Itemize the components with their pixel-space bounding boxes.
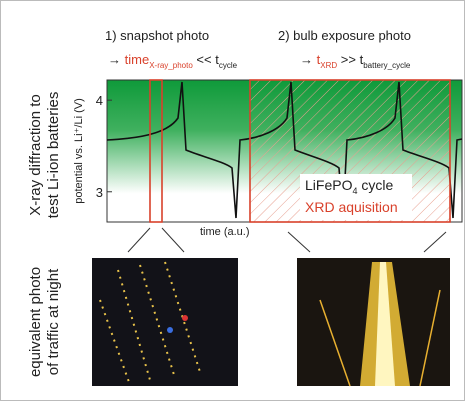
label: test Li-ion batteries [45,92,62,219]
step: 1) snapshot photo [105,28,209,43]
left-labels: X-ray diffraction to test Li-ion batteri… [27,92,62,377]
sub: cycle [219,61,238,70]
photo-exposure [297,258,450,387]
sub: X-ray_photo [149,61,193,70]
snapshot-box [149,79,163,223]
y-axis-label: potential vs. Li⁺/Li (V) [73,98,85,203]
x-axis-label: time (a.u.) [200,226,250,238]
legend-text: cycle [357,177,393,193]
formula: → tXRD >> tbattery_cycle [300,52,411,70]
connectors [127,227,447,253]
arrow: → [300,52,313,67]
legend-bg [300,174,412,220]
exposure-box [249,79,451,223]
photo-snapshot [92,258,238,386]
label: of traffic at night [45,268,62,375]
formula: → timeX-ray_photo << tcycle [108,52,238,70]
label: X-ray diffraction to [27,94,44,215]
y-tick-label: 3 [96,185,103,200]
y-tick-label: 4 [96,93,103,108]
t: t [360,52,364,67]
op: << [196,52,211,67]
t: time [125,52,150,67]
label: equivalent photo [27,267,44,377]
t: t [215,52,219,67]
sub: battery_cycle [363,61,411,70]
arrow: → [108,52,121,67]
legend: XRD aquisition [305,199,398,215]
cycle-curve [106,81,463,219]
sub: XRD [320,61,337,70]
legend-text: LiFePO [305,177,353,193]
op: >> [341,52,356,67]
t: t [317,52,321,67]
step: 2) bulb exposure photo [278,28,411,43]
legend: LiFePO4 cycle [305,177,393,196]
legend-sub: 4 [352,186,357,196]
